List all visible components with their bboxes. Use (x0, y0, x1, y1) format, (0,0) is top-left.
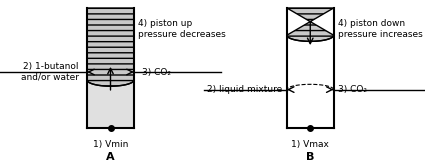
Text: B: B (306, 152, 314, 160)
Text: A: A (106, 152, 115, 160)
Text: 2) liquid mixture: 2) liquid mixture (207, 85, 283, 94)
Polygon shape (87, 8, 134, 86)
Polygon shape (287, 8, 334, 41)
Text: 3) CO₂: 3) CO₂ (142, 68, 171, 76)
Text: 4) piston up
pressure decreases: 4) piston up pressure decreases (138, 19, 226, 39)
Text: 2) 1-butanol
and/or water: 2) 1-butanol and/or water (21, 62, 79, 82)
Text: 4) piston down
pressure increases: 4) piston down pressure increases (338, 19, 422, 39)
Text: 1) Vmax: 1) Vmax (291, 140, 329, 148)
Text: 1) Vmin: 1) Vmin (93, 140, 128, 148)
Text: 3) CO₂: 3) CO₂ (338, 85, 367, 94)
Polygon shape (87, 80, 134, 128)
